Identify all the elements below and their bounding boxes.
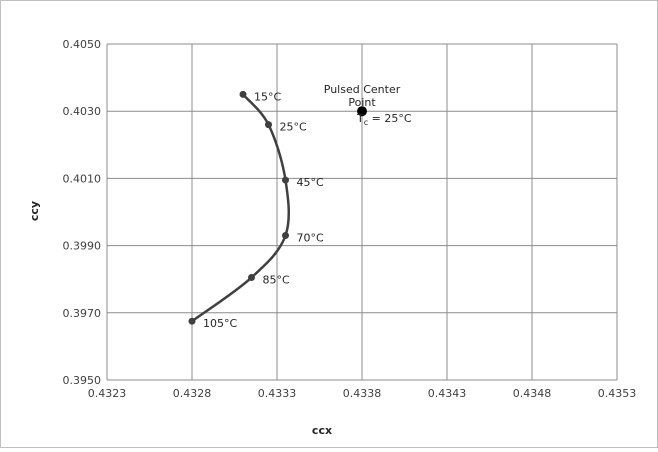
y-tick-label: 0.4050 — [63, 38, 102, 51]
y-axis-title: ccy — [28, 201, 41, 221]
x-tick-label: 0.4323 — [88, 387, 127, 400]
y-tick-label: 0.3990 — [63, 240, 102, 253]
x-tick-label: 0.4353 — [598, 387, 637, 400]
point-label: 105°C — [203, 317, 237, 330]
y-tick-label: 0.3950 — [63, 374, 102, 387]
x-tick-label: 0.4333 — [258, 387, 297, 400]
y-tick-label: 0.4010 — [63, 172, 102, 185]
point-label: 25°C — [280, 121, 307, 134]
reference-point-marker — [357, 106, 367, 117]
point-label: 15°C — [254, 90, 281, 103]
point-labels: 15°C 25°C 45°C 70°C 85°C 105°C — [203, 90, 324, 330]
point-label: 45°C — [297, 176, 324, 189]
series-marker — [265, 121, 272, 129]
series-markers — [188, 90, 289, 325]
series-marker — [282, 176, 289, 184]
y-axis-ticks: 0.3950 0.3970 0.3990 0.4010 0.4030 0.4050 — [63, 38, 102, 387]
x-tick-label: 0.4338 — [343, 387, 382, 400]
x-tick-label: 0.4343 — [428, 387, 467, 400]
x-tick-label: 0.4348 — [513, 387, 552, 400]
reference-point-label-line1: Pulsed Center — [324, 83, 401, 96]
series-marker — [248, 274, 255, 282]
ref-label-t: T — [356, 112, 364, 125]
series-line — [191, 93, 290, 323]
series-marker — [239, 90, 247, 98]
x-axis-ticks: 0.4323 0.4328 0.4333 0.4338 0.4343 0.4348 0.43… — [88, 387, 637, 400]
point-label: 70°C — [297, 232, 324, 245]
reference-point-label-line3: Tc = 25°C — [356, 112, 412, 127]
x-axis-title: ccx — [312, 424, 332, 437]
ref-label-rest: = 25°C — [368, 112, 412, 125]
series-marker — [282, 232, 289, 240]
series-marker — [188, 317, 196, 325]
x-tick-label: 0.4328 — [173, 387, 212, 400]
y-tick-label: 0.3970 — [63, 307, 102, 320]
y-tick-label: 0.4030 — [63, 105, 102, 118]
reference-point-label-line2: Point — [348, 96, 376, 109]
grid — [106, 43, 618, 381]
ref-label-sub: c — [364, 118, 368, 127]
point-label: 85°C — [263, 274, 290, 287]
